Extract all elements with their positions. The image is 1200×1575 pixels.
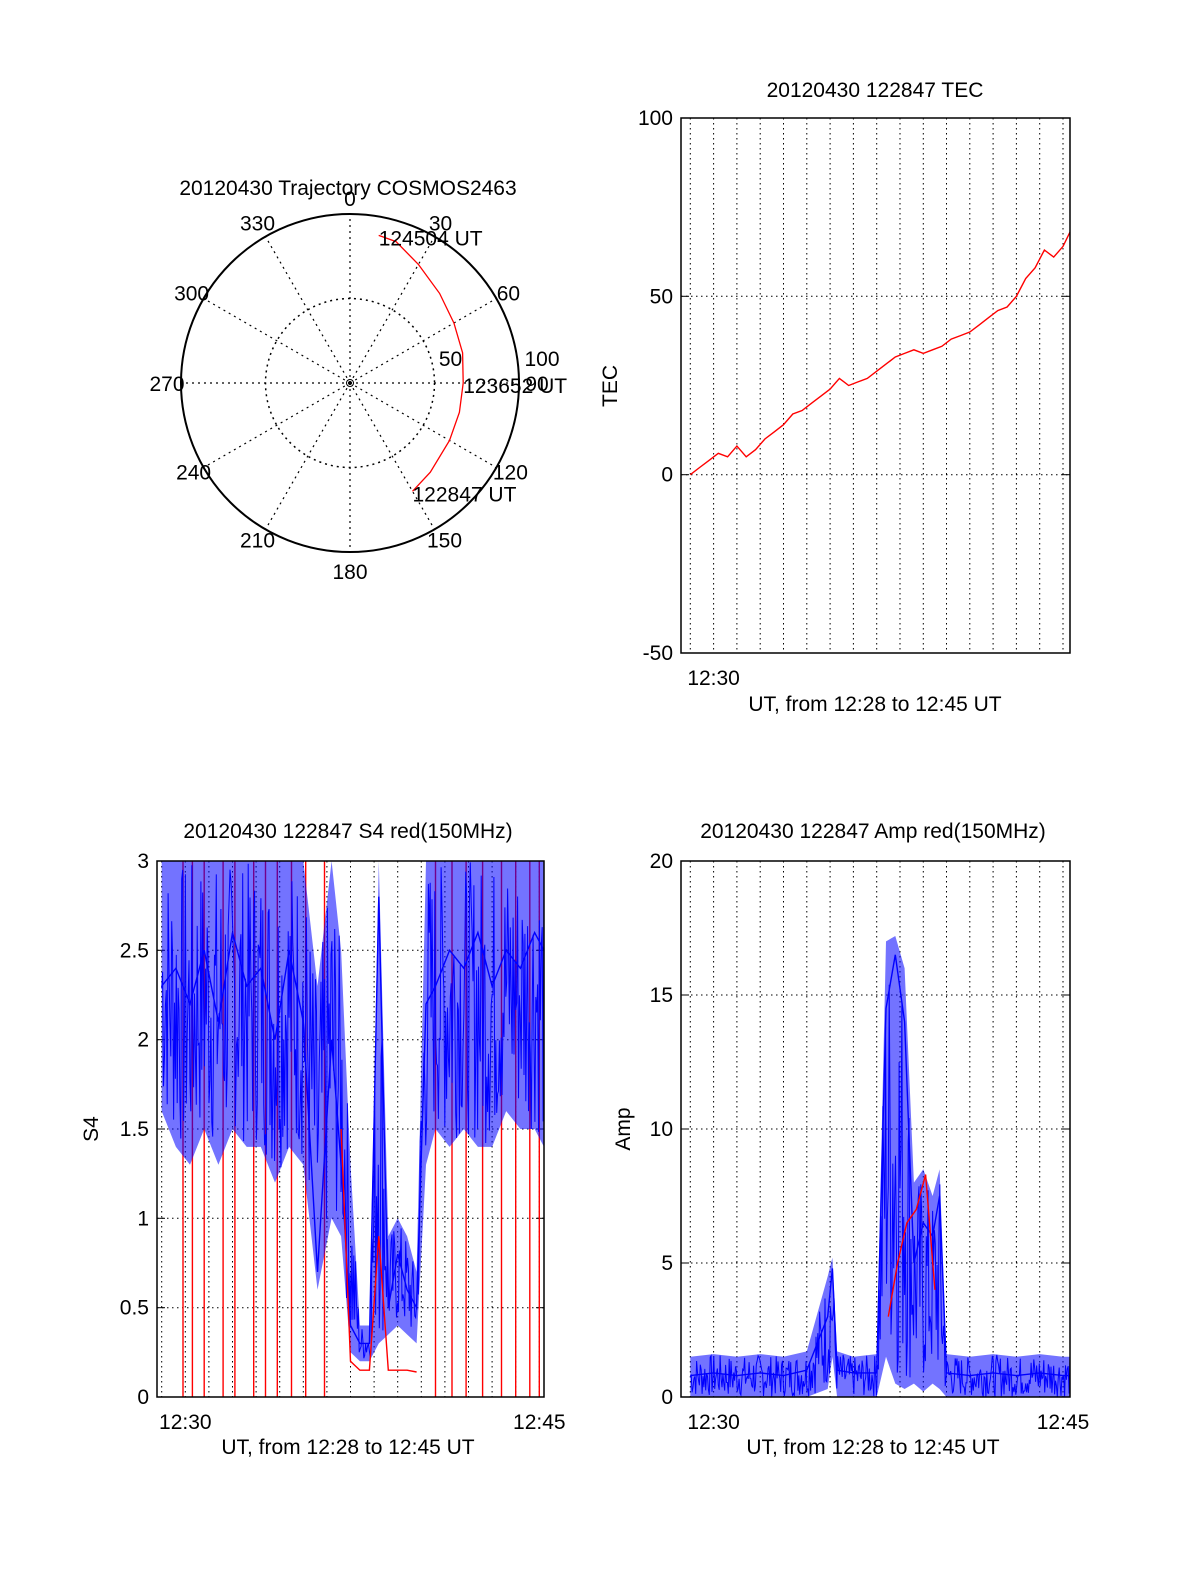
- plot-frame: [680, 860, 1071, 1398]
- plot-frame: [680, 117, 1071, 654]
- polar-azimuth-label: 270: [149, 373, 184, 396]
- tec-plot-area: -50 0 50 100 12:30: [638, 107, 1071, 690]
- polar-outer-ring: [180, 213, 520, 553]
- polar-azimuth-label: 330: [240, 213, 275, 236]
- polar-trajectory-series: 124504 UT 123652 UT 122847 UT: [378, 227, 567, 506]
- polar-azimuth-label: 180: [332, 561, 367, 584]
- polar-spoke: [264, 236, 351, 384]
- polar-azimuth-label: 300: [174, 283, 209, 306]
- polar-spoke: [349, 297, 497, 384]
- y-tick-label: -50: [643, 642, 673, 665]
- amp-panel: 20120430 122847 Amp red(150MHz) 0 5 10 15 20…: [612, 820, 1089, 1459]
- x-tick-label: 12:30: [687, 667, 740, 690]
- polar-azimuth-label: 0: [344, 188, 356, 211]
- s4-x-axis-label: UT, from 12:28 to 12:45 UT: [221, 1436, 474, 1459]
- tec-title: 20120430 122847 TEC: [767, 79, 984, 102]
- polar-grid: [180, 213, 520, 553]
- y-tick-label: 5: [661, 1252, 673, 1275]
- polar-spoke: [203, 297, 351, 384]
- plot-frame: [156, 860, 545, 1398]
- amp-title: 20120430 122847 Amp red(150MHz): [700, 820, 1046, 843]
- x-tick-label: 12:45: [513, 1411, 566, 1434]
- polar-trajectory-line: [378, 234, 464, 492]
- amp-x-axis-label: UT, from 12:28 to 12:45 UT: [746, 1436, 999, 1459]
- polar-spoke: [203, 382, 351, 469]
- x-tick-label: 12:45: [1037, 1411, 1090, 1434]
- polar-time-label: 122847 UT: [413, 483, 517, 506]
- polar-spoke: [349, 382, 436, 530]
- y-tick-label: 20: [650, 850, 673, 873]
- x-tick-label: 12:30: [687, 1411, 740, 1434]
- polar-azimuth-label: 120: [493, 462, 528, 485]
- series-envelope: [161, 861, 544, 1362]
- polar-trajectory-panel: 20120430 Trajectory COSMOS2463 030609012…: [149, 177, 567, 584]
- polar-elevation-ring: [264, 297, 436, 469]
- y-tick-label: 2.5: [120, 939, 149, 962]
- y-tick-label: 100: [638, 107, 673, 130]
- y-tick-label: 3: [137, 850, 149, 873]
- polar-spoke: [349, 382, 497, 469]
- s4-panel: 20120430 122847 S4 red(150MHz) 0 0.5 1 1.5 2…: [80, 820, 566, 1459]
- polar-time-label: 124504 UT: [379, 227, 483, 250]
- s4-y-axis-label: S4: [80, 1116, 103, 1142]
- polar-azimuth-label: 30: [429, 213, 452, 236]
- polar-azimuth-labels: 0 30 60 90 120 150 180 210 240 270 300 330 50 100: [149, 188, 559, 584]
- tec-y-axis-label: TEC: [599, 365, 622, 407]
- series-line: [161, 896, 545, 1345]
- polar-azimuth-label: 60: [497, 283, 520, 306]
- polar-azimuth-label: 210: [240, 529, 275, 552]
- amp-plot-area: 0 5 10 15 20 12:30 12:45: [650, 850, 1090, 1434]
- x-tick-label: 12:30: [159, 1411, 212, 1434]
- polar-time-label: 123652 UT: [463, 375, 567, 398]
- s4-plot-area: 0 0.5 1 1.5 2 2.5 3 12:30 12:45: [120, 850, 566, 1434]
- polar-azimuth-label: 150: [427, 529, 462, 552]
- y-tick-label: 15: [650, 984, 673, 1007]
- y-tick-label: 0: [137, 1386, 149, 1409]
- polar-elevation-label: 100: [524, 348, 559, 371]
- polar-azimuth-label: 240: [176, 462, 211, 485]
- y-tick-label: 0: [661, 1386, 673, 1409]
- series-noise-trace: [689, 984, 1071, 1398]
- y-tick-label: 1.5: [120, 1118, 149, 1141]
- series-line: [340, 1128, 417, 1373]
- y-tick-label: 50: [650, 285, 673, 308]
- s4-title: 20120430 122847 S4 red(150MHz): [183, 820, 512, 843]
- tec-x-axis-label: UT, from 12:28 to 12:45 UT: [748, 693, 1001, 716]
- polar-center-mark: [346, 379, 354, 387]
- polar-title: 20120430 Trajectory COSMOS2463: [179, 177, 516, 200]
- polar-azimuth-label: 90: [525, 373, 548, 396]
- y-tick-label: 2: [137, 1029, 149, 1052]
- polar-spoke: [349, 236, 436, 384]
- amp-y-axis-label: Amp: [612, 1107, 635, 1150]
- series-line: [690, 954, 1070, 1377]
- polar-spoke: [264, 382, 351, 530]
- series-line: [689, 231, 1071, 476]
- y-tick-label: 0.5: [120, 1297, 149, 1320]
- y-tick-label: 0: [661, 464, 673, 487]
- y-tick-label: 10: [650, 1118, 673, 1141]
- series-noise-trace: [161, 862, 545, 1359]
- polar-elevation-label: 50: [439, 348, 462, 371]
- series-line: [887, 1174, 936, 1317]
- y-tick-label: 1: [137, 1207, 149, 1230]
- tec-panel: 20120430 122847 TEC -50 0 50 100 12:30 UT, f…: [599, 79, 1071, 716]
